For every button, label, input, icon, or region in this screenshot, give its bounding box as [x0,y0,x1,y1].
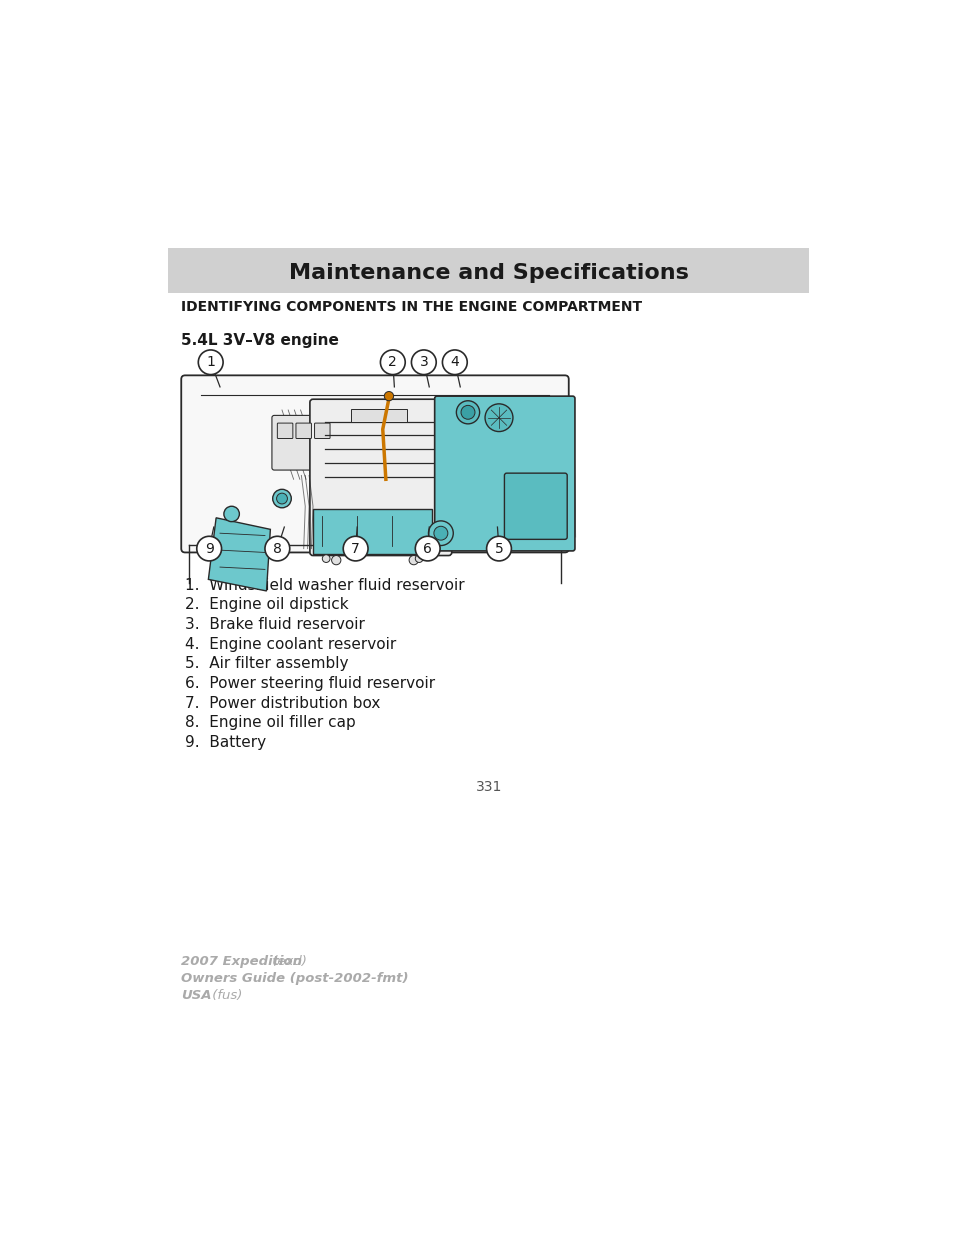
Text: 1.  Windshield washer fluid reservoir: 1. Windshield washer fluid reservoir [185,578,464,593]
FancyBboxPatch shape [504,473,567,540]
FancyBboxPatch shape [272,415,338,471]
Text: IDENTIFYING COMPONENTS IN THE ENGINE COMPARTMENT: IDENTIFYING COMPONENTS IN THE ENGINE COM… [181,300,641,314]
FancyBboxPatch shape [435,396,575,551]
Circle shape [415,555,422,562]
Text: 3: 3 [419,356,428,369]
Circle shape [343,536,368,561]
FancyBboxPatch shape [295,424,311,438]
Text: 2.  Engine oil dipstick: 2. Engine oil dipstick [185,598,349,613]
Circle shape [415,536,439,561]
Text: (exd): (exd) [268,955,307,968]
FancyBboxPatch shape [277,424,293,438]
Text: 7.  Power distribution box: 7. Power distribution box [185,695,380,710]
Text: 1: 1 [206,356,215,369]
Text: 9.  Battery: 9. Battery [185,735,266,750]
Text: 8.  Engine oil filler cap: 8. Engine oil filler cap [185,715,355,730]
Circle shape [224,506,239,521]
FancyBboxPatch shape [168,248,808,293]
Text: 6.  Power steering fluid reservoir: 6. Power steering fluid reservoir [185,676,435,692]
Text: 6: 6 [423,542,432,556]
Circle shape [332,556,340,564]
Circle shape [428,521,453,546]
Text: (fus): (fus) [208,989,242,1002]
Circle shape [276,493,287,504]
Ellipse shape [355,516,405,535]
Text: 2: 2 [388,356,396,369]
FancyBboxPatch shape [351,409,406,421]
Text: 4: 4 [450,356,458,369]
Text: Owners Guide (post-2002-fmt): Owners Guide (post-2002-fmt) [181,972,408,986]
Circle shape [460,405,475,419]
FancyBboxPatch shape [310,399,452,556]
Circle shape [196,536,221,561]
Circle shape [411,350,436,374]
Text: 331: 331 [476,781,501,794]
Text: 3.  Brake fluid reservoir: 3. Brake fluid reservoir [185,618,365,632]
Text: 2007 Expedition: 2007 Expedition [181,955,302,968]
FancyBboxPatch shape [314,424,330,438]
Circle shape [265,536,290,561]
Circle shape [442,350,467,374]
Circle shape [322,555,330,562]
Text: 5: 5 [494,542,503,556]
Circle shape [384,391,394,401]
Text: 8: 8 [273,542,281,556]
Text: 7: 7 [351,542,359,556]
Text: Maintenance and Specifications: Maintenance and Specifications [289,263,688,283]
Text: 9: 9 [205,542,213,556]
Text: 5.4L 3V–V8 engine: 5.4L 3V–V8 engine [181,333,338,348]
Circle shape [484,404,513,431]
Text: USA: USA [181,989,212,1002]
Polygon shape [208,517,270,592]
Circle shape [409,556,418,564]
Circle shape [456,401,479,424]
Circle shape [380,350,405,374]
Text: 4.  Engine coolant reservoir: 4. Engine coolant reservoir [185,637,395,652]
Circle shape [198,350,223,374]
Text: 5.  Air filter assembly: 5. Air filter assembly [185,656,348,672]
FancyBboxPatch shape [313,509,432,555]
Circle shape [434,526,447,540]
Circle shape [273,489,291,508]
FancyBboxPatch shape [181,375,568,552]
Circle shape [486,536,511,561]
